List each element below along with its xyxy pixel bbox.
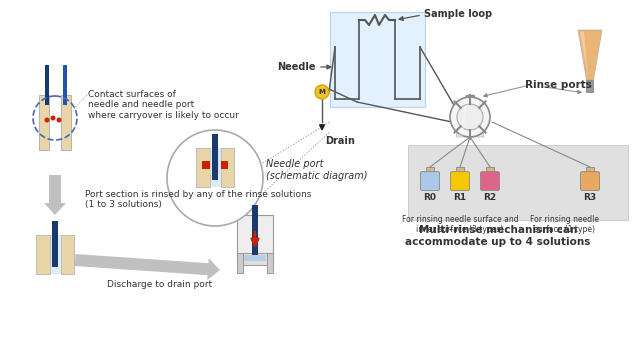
Bar	[466, 95, 474, 102]
FancyBboxPatch shape	[580, 172, 600, 190]
Bar	[49, 235, 61, 274]
Bar	[63, 65, 67, 105]
Polygon shape	[458, 93, 468, 139]
Polygon shape	[580, 32, 589, 78]
Bar	[45, 65, 49, 105]
Text: R1: R1	[453, 193, 467, 202]
Bar	[212, 134, 218, 180]
Circle shape	[51, 116, 56, 121]
Circle shape	[457, 104, 483, 130]
Text: Needle port
(schematic diagram): Needle port (schematic diagram)	[266, 159, 367, 181]
Bar	[221, 162, 228, 169]
Text: For rinsing needle surface and
inner surface (3 types): For rinsing needle surface and inner sur…	[402, 215, 518, 234]
Circle shape	[56, 117, 61, 122]
FancyBboxPatch shape	[451, 172, 470, 190]
Text: Port section is rinsed by any of the rinse solutions
(1 to 3 solutions): Port section is rinsed by any of the rin…	[85, 190, 312, 210]
Bar	[36, 235, 49, 274]
Bar	[244, 255, 266, 261]
Text: Multi-rinse mechanism can
accommodate up to 4 solutions: Multi-rinse mechanism can accommodate up…	[405, 225, 591, 247]
FancyBboxPatch shape	[408, 145, 628, 220]
Bar	[237, 253, 273, 265]
Text: Needle: Needle	[278, 62, 316, 72]
Bar	[237, 253, 243, 273]
Text: Discharge to drain port: Discharge to drain port	[108, 280, 212, 289]
Text: For rinsing needle
surface (1 type): For rinsing needle surface (1 type)	[531, 215, 600, 234]
Bar	[237, 215, 273, 263]
Polygon shape	[75, 254, 220, 280]
Bar	[61, 95, 71, 150]
Text: R2: R2	[483, 193, 497, 202]
Bar	[426, 167, 434, 173]
Text: M: M	[319, 89, 325, 95]
Bar	[456, 167, 464, 173]
Circle shape	[450, 97, 490, 137]
Bar	[221, 148, 234, 186]
Polygon shape	[578, 30, 602, 80]
Polygon shape	[44, 175, 66, 215]
Text: Rinse ports: Rinse ports	[525, 80, 592, 90]
Circle shape	[315, 85, 329, 99]
Bar	[252, 205, 258, 255]
Bar	[267, 253, 273, 273]
Text: R0: R0	[424, 193, 436, 202]
Bar	[209, 148, 221, 186]
Bar	[52, 221, 58, 267]
Circle shape	[45, 117, 49, 122]
FancyBboxPatch shape	[330, 12, 425, 107]
Bar	[586, 80, 593, 92]
FancyBboxPatch shape	[420, 172, 440, 190]
Bar	[209, 148, 221, 175]
FancyBboxPatch shape	[481, 172, 499, 190]
Bar	[196, 148, 209, 186]
Bar	[61, 235, 74, 274]
Text: R3: R3	[584, 193, 596, 202]
Bar	[586, 167, 594, 173]
Text: Drain: Drain	[325, 136, 355, 146]
Bar	[486, 167, 494, 173]
Polygon shape	[456, 95, 484, 137]
Text: Sample loop: Sample loop	[424, 9, 492, 19]
Circle shape	[167, 130, 263, 226]
Bar	[212, 134, 218, 180]
Bar	[202, 162, 209, 169]
Text: Contact surfaces of
needle and needle port
where carryover is likely to occur: Contact surfaces of needle and needle po…	[88, 90, 239, 120]
Bar	[39, 95, 49, 150]
